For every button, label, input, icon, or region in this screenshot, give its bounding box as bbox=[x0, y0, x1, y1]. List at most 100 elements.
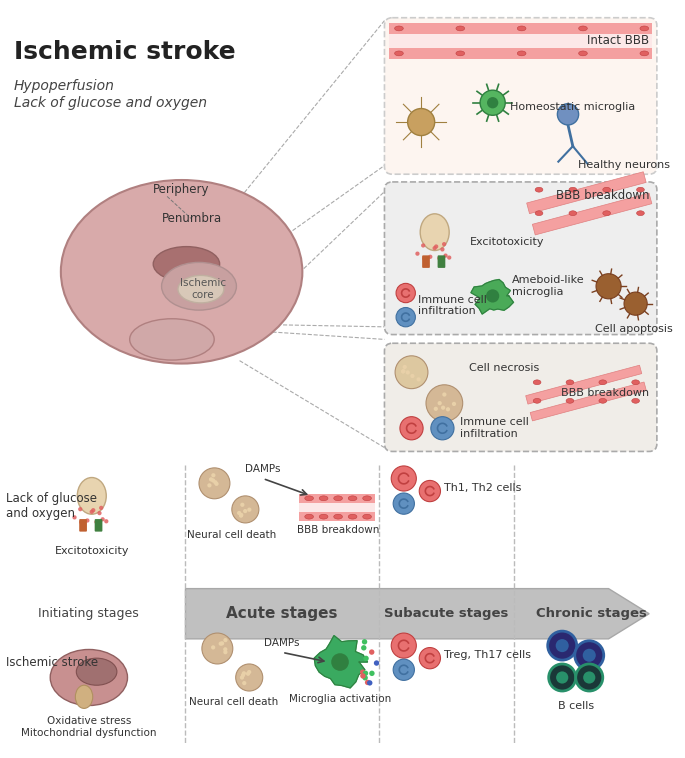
Circle shape bbox=[440, 247, 445, 252]
Circle shape bbox=[220, 641, 224, 646]
Circle shape bbox=[408, 108, 435, 136]
Text: Acute stages: Acute stages bbox=[226, 606, 338, 622]
Circle shape bbox=[211, 478, 215, 483]
Circle shape bbox=[237, 511, 241, 515]
Circle shape bbox=[232, 496, 259, 523]
Circle shape bbox=[91, 508, 95, 512]
Text: Lack of glucose
and oxygen: Lack of glucose and oxygen bbox=[5, 491, 97, 519]
Bar bbox=[299, 512, 375, 521]
Ellipse shape bbox=[517, 26, 526, 31]
Bar bbox=[532, 193, 652, 235]
Circle shape bbox=[487, 97, 498, 108]
Ellipse shape bbox=[319, 514, 328, 519]
Circle shape bbox=[419, 481, 440, 502]
Text: Immune cell
infiltration: Immune cell infiltration bbox=[460, 418, 529, 439]
Circle shape bbox=[202, 633, 233, 664]
Ellipse shape bbox=[517, 51, 526, 56]
Circle shape bbox=[246, 672, 250, 676]
Text: Cell apoptosis: Cell apoptosis bbox=[595, 324, 673, 334]
Circle shape bbox=[443, 393, 447, 396]
Circle shape bbox=[575, 641, 603, 670]
Ellipse shape bbox=[632, 399, 640, 403]
FancyBboxPatch shape bbox=[95, 519, 102, 531]
Circle shape bbox=[486, 290, 499, 302]
Circle shape bbox=[432, 246, 437, 250]
Circle shape bbox=[624, 292, 647, 315]
Circle shape bbox=[208, 484, 212, 487]
Circle shape bbox=[428, 255, 432, 259]
Text: Ischemic stroke: Ischemic stroke bbox=[14, 40, 235, 64]
Circle shape bbox=[434, 407, 438, 411]
Circle shape bbox=[396, 308, 415, 327]
Ellipse shape bbox=[178, 275, 224, 303]
Ellipse shape bbox=[579, 26, 587, 31]
Circle shape bbox=[223, 647, 227, 651]
Ellipse shape bbox=[579, 51, 587, 56]
Circle shape bbox=[79, 520, 84, 525]
Circle shape bbox=[211, 473, 216, 478]
Circle shape bbox=[361, 645, 366, 650]
Circle shape bbox=[556, 639, 569, 652]
Circle shape bbox=[558, 104, 579, 125]
Circle shape bbox=[219, 641, 223, 646]
Ellipse shape bbox=[153, 246, 220, 281]
Circle shape bbox=[395, 356, 428, 389]
Ellipse shape bbox=[319, 496, 328, 501]
Circle shape bbox=[101, 517, 105, 522]
Bar bbox=[530, 382, 646, 421]
Circle shape bbox=[549, 664, 575, 691]
Ellipse shape bbox=[640, 26, 649, 31]
Circle shape bbox=[223, 650, 227, 654]
Circle shape bbox=[239, 513, 243, 517]
Text: Periphery: Periphery bbox=[153, 183, 209, 196]
Text: Lack of glucose and oxygen: Lack of glucose and oxygen bbox=[14, 96, 206, 110]
Ellipse shape bbox=[305, 496, 314, 501]
Circle shape bbox=[403, 365, 407, 369]
Ellipse shape bbox=[603, 211, 610, 215]
Circle shape bbox=[421, 243, 425, 248]
Circle shape bbox=[426, 385, 462, 421]
Circle shape bbox=[556, 672, 569, 684]
Circle shape bbox=[401, 369, 405, 374]
Ellipse shape bbox=[77, 478, 106, 514]
Circle shape bbox=[240, 675, 244, 680]
Circle shape bbox=[369, 650, 375, 655]
Circle shape bbox=[363, 671, 369, 676]
Circle shape bbox=[73, 515, 77, 519]
Ellipse shape bbox=[348, 514, 357, 519]
Circle shape bbox=[406, 371, 410, 374]
Circle shape bbox=[223, 638, 227, 642]
Text: Neural cell death: Neural cell death bbox=[189, 697, 278, 706]
Circle shape bbox=[374, 660, 379, 666]
Ellipse shape bbox=[162, 262, 236, 310]
Polygon shape bbox=[314, 635, 368, 688]
Ellipse shape bbox=[535, 211, 543, 215]
Circle shape bbox=[236, 664, 263, 691]
Ellipse shape bbox=[456, 51, 464, 56]
FancyBboxPatch shape bbox=[384, 17, 657, 174]
Circle shape bbox=[369, 671, 375, 676]
Text: Cell necrosis: Cell necrosis bbox=[469, 363, 540, 374]
Bar bbox=[389, 23, 652, 34]
Ellipse shape bbox=[75, 685, 92, 709]
Text: Excitotoxicity: Excitotoxicity bbox=[55, 546, 129, 556]
Text: Subacute stages: Subacute stages bbox=[384, 607, 508, 620]
Circle shape bbox=[583, 672, 595, 684]
FancyBboxPatch shape bbox=[438, 255, 445, 268]
FancyArrow shape bbox=[186, 589, 649, 639]
Circle shape bbox=[396, 283, 415, 302]
Circle shape bbox=[214, 481, 219, 486]
Circle shape bbox=[90, 509, 94, 514]
Text: Ameboid-like
microglia: Ameboid-like microglia bbox=[512, 275, 584, 297]
Text: Homeostatic microglia: Homeostatic microglia bbox=[510, 102, 635, 111]
Circle shape bbox=[596, 274, 621, 299]
Ellipse shape bbox=[395, 26, 403, 31]
Circle shape bbox=[391, 633, 416, 658]
Text: B cells: B cells bbox=[558, 700, 594, 711]
Circle shape bbox=[362, 639, 367, 644]
Text: Treg, Th17 cells: Treg, Th17 cells bbox=[445, 650, 532, 660]
Text: Intact BBB: Intact BBB bbox=[587, 34, 649, 48]
Circle shape bbox=[240, 503, 245, 507]
Ellipse shape bbox=[632, 380, 640, 385]
Ellipse shape bbox=[395, 51, 403, 56]
